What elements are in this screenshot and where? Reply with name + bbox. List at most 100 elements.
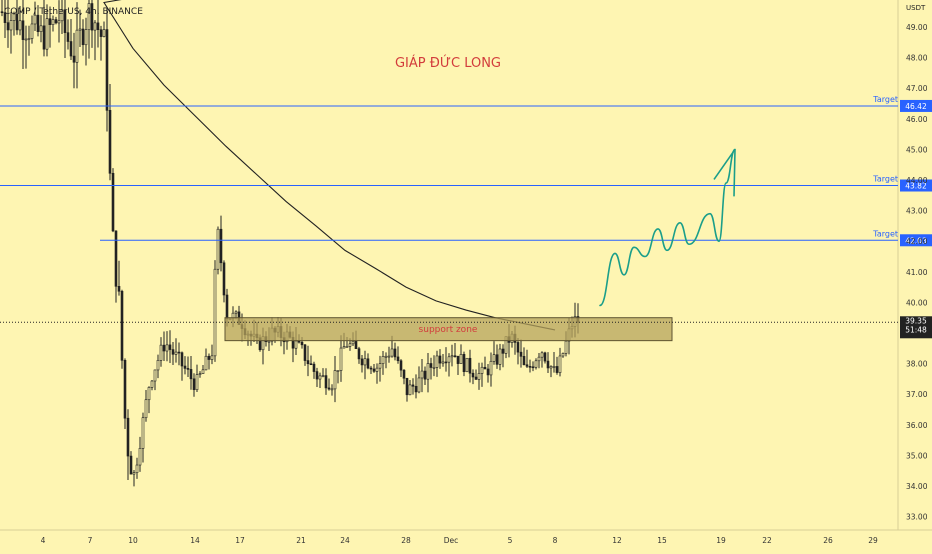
support-zone[interactable] [224,317,673,342]
candle-body [102,29,106,37]
candle-body [426,363,430,380]
candle-body [399,360,403,371]
candle-body [465,357,469,373]
candle-body [336,370,340,372]
candle-body [54,19,58,24]
candle-body [219,228,223,264]
candle-body [456,355,460,364]
candle-body [555,366,559,373]
candle-body [189,369,193,380]
candle-body [477,373,481,380]
candle-body [222,262,226,296]
candle-body [267,340,271,343]
price-tick-label: 34.00 [906,482,928,491]
candle-body [45,18,49,50]
candle-body [78,28,82,31]
candle-body [315,371,319,380]
candle-body [165,344,169,352]
candle-body [444,361,448,364]
price-tick-label: 45.00 [906,145,928,154]
projection-path[interactable] [599,148,736,307]
candle-body [378,363,382,369]
candle-body [24,38,28,41]
candle-body [492,354,496,362]
candle-body [447,356,451,363]
date-tick-label: 24 [340,536,350,545]
candle-body [18,20,22,31]
candle-body [207,355,211,360]
price-axis-ticks: 49.00 48.00 47.00 46.00 45.00 44.00 43.00 42.00… [906,23,928,522]
candle-body [525,364,529,367]
candle-body [162,344,166,352]
candle-body [99,29,103,37]
target-label: Target [872,175,898,184]
candle-body [321,375,325,377]
date-tick-label: 4 [41,536,46,545]
candle-body [459,354,463,364]
candle-body [216,228,220,270]
candle-body [411,384,415,387]
candle-body [435,355,439,368]
candle-body [171,349,175,355]
candle-body [330,388,334,391]
candle-body [429,363,433,368]
date-tick-label: 26 [823,536,833,545]
candle-body [156,360,160,371]
date-tick-label: 8 [553,536,558,545]
date-tick-label: 17 [235,536,245,545]
price-tick-label: 38.00 [906,360,928,369]
candle-body [186,368,190,370]
support-zone-label: support zone [419,325,478,335]
candle-body [120,290,124,361]
candle-body [498,348,502,365]
candle-body [354,341,358,349]
candle-body [318,375,322,380]
candle-body [531,366,535,369]
candle-body [111,172,115,232]
candle-body [342,346,346,349]
candle-body [414,385,418,393]
candle-body [357,348,361,360]
price-tick-label: 49.00 [906,23,928,32]
candle-body [462,354,466,373]
candle-body [33,14,37,25]
candle-body [87,3,91,31]
candle-body [108,110,112,174]
candle-body [294,340,298,349]
candle-body [174,351,178,355]
price-tick-label: 40.00 [906,298,928,307]
candle-body [366,358,370,369]
candle-body [558,355,562,373]
author-watermark: GIÁP ĐỨC LONG [395,55,501,71]
candle-body [141,417,145,449]
candle-body [468,357,472,374]
candle-body [390,348,394,357]
candle-body [6,22,10,31]
candle-body [495,354,499,365]
moving-average-layer [103,0,556,331]
candle-body [561,353,565,357]
price-tick-label: 36.00 [906,421,928,430]
candle-body [39,25,43,32]
candle-body [198,373,202,375]
candle-body [474,376,478,380]
candle-body [396,356,400,362]
candle-body [549,366,553,369]
candle-body [564,340,568,354]
candle-body [360,358,364,366]
candle-body [324,375,328,389]
candle-body [42,25,46,50]
price-tick-label: 41.00 [906,268,928,277]
candle-body [402,369,406,379]
candle-body [213,268,217,357]
candle-body [432,367,436,369]
candle-body [351,341,355,345]
candle-body [66,32,70,42]
current-price-label-bg [900,316,932,339]
candle-body [3,12,7,23]
candle-body [114,230,118,287]
candle-body [423,370,427,380]
candle-body [159,344,163,361]
